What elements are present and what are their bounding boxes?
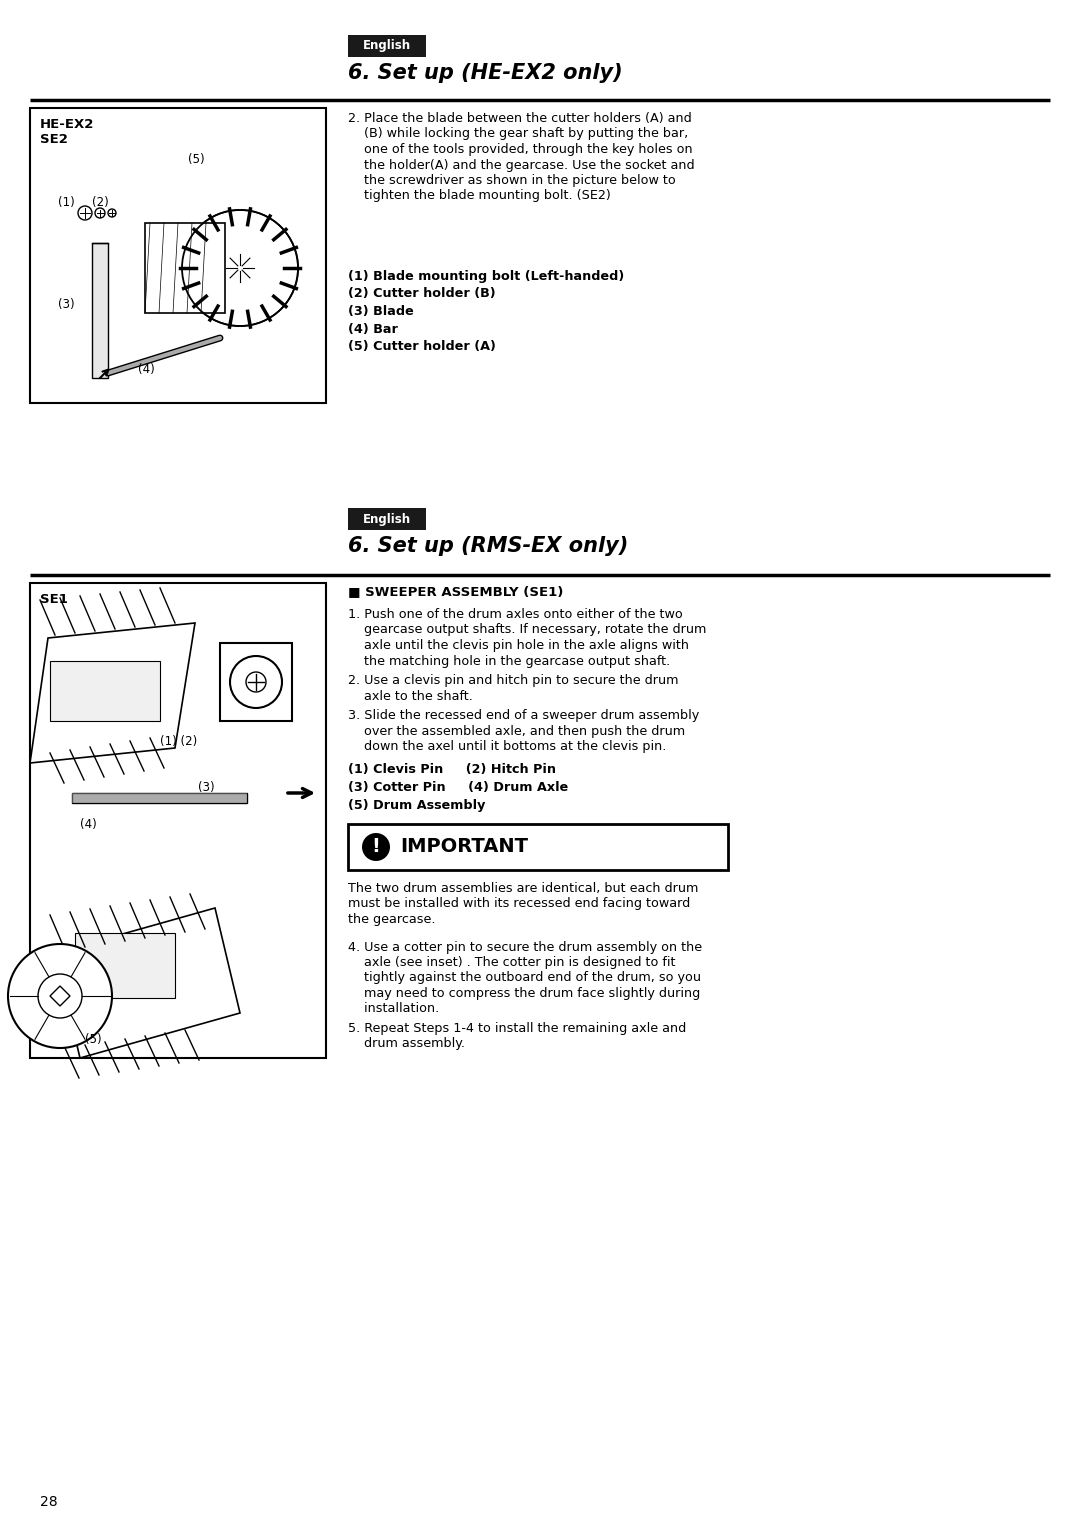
Text: installation.: installation. xyxy=(348,1003,440,1015)
Text: the screwdriver as shown in the picture below to: the screwdriver as shown in the picture … xyxy=(348,174,676,188)
Text: one of the tools provided, through the key holes on: one of the tools provided, through the k… xyxy=(348,143,692,156)
Text: ■ SWEEPER ASSEMBLY (SE1): ■ SWEEPER ASSEMBLY (SE1) xyxy=(348,584,564,598)
Text: (5): (5) xyxy=(188,153,204,166)
Text: down the axel until it bottoms at the clevis pin.: down the axel until it bottoms at the cl… xyxy=(348,740,666,752)
Text: axle until the clevis pin hole in the axle aligns with: axle until the clevis pin hole in the ax… xyxy=(348,639,689,652)
Text: must be installed with its recessed end facing toward: must be installed with its recessed end … xyxy=(348,897,690,911)
Bar xyxy=(72,794,247,803)
Text: 3. Slide the recessed end of a sweeper drum assembly: 3. Slide the recessed end of a sweeper d… xyxy=(348,710,699,722)
Polygon shape xyxy=(30,623,195,763)
Text: the matching hole in the gearcase output shaft.: the matching hole in the gearcase output… xyxy=(348,655,671,667)
Text: (3) Cotter Pin     (4) Drum Axle: (3) Cotter Pin (4) Drum Axle xyxy=(348,781,568,794)
Text: (4): (4) xyxy=(80,818,97,832)
FancyBboxPatch shape xyxy=(348,35,426,56)
Text: (1) Clevis Pin     (2) Hitch Pin: (1) Clevis Pin (2) Hitch Pin xyxy=(348,763,556,777)
Circle shape xyxy=(8,945,112,1048)
Text: drum assembly.: drum assembly. xyxy=(348,1038,465,1050)
Text: tighten the blade mounting bolt. (SE2): tighten the blade mounting bolt. (SE2) xyxy=(348,189,611,203)
Text: IMPORTANT: IMPORTANT xyxy=(400,838,528,856)
Text: 28: 28 xyxy=(40,1495,57,1509)
Text: (5) Cutter holder (A): (5) Cutter holder (A) xyxy=(348,340,496,353)
Circle shape xyxy=(183,211,297,325)
Text: axle (see inset) . The cotter pin is designed to fit: axle (see inset) . The cotter pin is des… xyxy=(348,955,675,969)
Text: (4): (4) xyxy=(138,363,154,375)
Text: (1) Blade mounting bolt (Left-handed): (1) Blade mounting bolt (Left-handed) xyxy=(348,270,624,282)
Text: the gearcase.: the gearcase. xyxy=(348,913,435,926)
FancyBboxPatch shape xyxy=(348,508,426,530)
Polygon shape xyxy=(55,908,240,1058)
Text: 6. Set up (HE-EX2 only): 6. Set up (HE-EX2 only) xyxy=(348,63,623,82)
Text: 1. Push one of the drum axles onto either of the two: 1. Push one of the drum axles onto eithe… xyxy=(348,607,683,621)
Bar xyxy=(72,794,247,803)
Text: The two drum assemblies are identical, but each drum: The two drum assemblies are identical, b… xyxy=(348,882,699,896)
Bar xyxy=(220,642,292,720)
Polygon shape xyxy=(50,986,70,1006)
Text: (5) Drum Assembly: (5) Drum Assembly xyxy=(348,798,485,812)
Text: (1): (1) xyxy=(58,195,75,209)
Text: English: English xyxy=(363,40,411,52)
Text: gearcase output shafts. If necessary, rotate the drum: gearcase output shafts. If necessary, ro… xyxy=(348,624,706,636)
Bar xyxy=(30,583,326,1058)
Bar xyxy=(348,824,728,870)
Text: (3): (3) xyxy=(58,298,75,311)
Bar xyxy=(75,932,175,998)
Bar xyxy=(145,223,225,313)
Text: (1) (2): (1) (2) xyxy=(160,736,198,748)
Text: (5): (5) xyxy=(85,1033,102,1045)
Text: SE1: SE1 xyxy=(40,594,68,606)
Bar xyxy=(50,661,160,720)
Text: 5. Repeat Steps 1-4 to install the remaining axle and: 5. Repeat Steps 1-4 to install the remai… xyxy=(348,1022,686,1035)
Text: (B) while locking the gear shaft by putting the bar,: (B) while locking the gear shaft by putt… xyxy=(348,128,688,140)
Text: (3) Blade: (3) Blade xyxy=(348,305,414,317)
Text: HE-EX2
SE2: HE-EX2 SE2 xyxy=(40,118,94,146)
Text: may need to compress the drum face slightly during: may need to compress the drum face sligh… xyxy=(348,987,700,1000)
Polygon shape xyxy=(92,243,108,378)
Text: !: ! xyxy=(372,838,380,856)
Text: 6. Set up (RMS-EX only): 6. Set up (RMS-EX only) xyxy=(348,536,629,555)
Text: English: English xyxy=(363,513,411,525)
Text: (4) Bar: (4) Bar xyxy=(348,322,397,336)
Text: over the assembled axle, and then push the drum: over the assembled axle, and then push t… xyxy=(348,725,685,737)
Text: axle to the shaft.: axle to the shaft. xyxy=(348,690,473,702)
Text: tightly against the outboard end of the drum, so you: tightly against the outboard end of the … xyxy=(348,972,701,984)
Text: the holder(A) and the gearcase. Use the socket and: the holder(A) and the gearcase. Use the … xyxy=(348,159,694,171)
Text: (2): (2) xyxy=(92,195,109,209)
Circle shape xyxy=(362,833,390,861)
Bar xyxy=(30,108,326,403)
Text: 2. Use a clevis pin and hitch pin to secure the drum: 2. Use a clevis pin and hitch pin to sec… xyxy=(348,674,678,687)
Text: 2. Place the blade between the cutter holders (A) and: 2. Place the blade between the cutter ho… xyxy=(348,111,692,125)
Text: 4. Use a cotter pin to secure the drum assembly on the: 4. Use a cotter pin to secure the drum a… xyxy=(348,940,702,954)
Text: (3): (3) xyxy=(198,781,215,794)
Text: (2) Cutter holder (B): (2) Cutter holder (B) xyxy=(348,287,496,301)
